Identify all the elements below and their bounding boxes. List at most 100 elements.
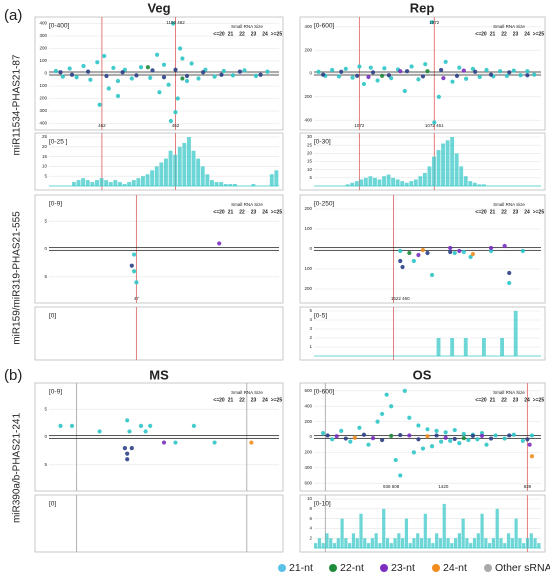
coverage-bar: [431, 543, 435, 548]
site-label: 47: [134, 296, 140, 301]
coverage-bar: [386, 174, 391, 186]
point: [370, 70, 376, 75]
coverage-bar: [233, 184, 237, 186]
point: [488, 248, 494, 254]
point: [452, 427, 457, 433]
size-legend-title: Small RNA Size: [493, 390, 525, 395]
point: [416, 423, 421, 428]
coverage-bar: [472, 182, 477, 186]
point: [242, 68, 247, 73]
point: [409, 64, 414, 69]
point: [461, 68, 466, 73]
point: [511, 68, 516, 73]
point: [470, 433, 475, 438]
range-label: [0-10]: [314, 501, 331, 508]
point: [161, 75, 167, 80]
point: [389, 433, 394, 438]
coverage-bar: [413, 179, 418, 186]
site-label: 462: [172, 123, 180, 128]
point: [502, 243, 507, 249]
coverage-bar: [359, 179, 364, 186]
point: [432, 120, 437, 125]
point: [366, 442, 371, 447]
point: [420, 446, 426, 451]
point: [470, 251, 475, 257]
size-legend-label: <=20: [475, 31, 487, 37]
coverage-bar: [332, 543, 337, 548]
point: [320, 72, 326, 77]
coverage-bar: [344, 538, 348, 548]
point: [466, 437, 471, 443]
y-tick-label: 3: [309, 326, 312, 331]
site-label: 839: [524, 484, 532, 489]
y-tick-label: 200: [304, 206, 312, 211]
size-legend-label: <=20: [213, 31, 225, 37]
panel-frame: [299, 306, 546, 361]
point: [384, 392, 389, 397]
legend-label: 24-nt: [443, 562, 467, 574]
point: [189, 61, 194, 66]
point: [104, 73, 109, 79]
point: [493, 433, 498, 438]
point: [348, 439, 353, 444]
y-tick-label: 0: [44, 434, 47, 439]
y-tick-label: 5: [309, 308, 312, 313]
column-title: OS: [413, 367, 432, 382]
point: [393, 457, 398, 463]
point: [416, 437, 421, 442]
coverage-bar: [370, 538, 374, 548]
size-legend-label: 23: [251, 209, 257, 215]
size-legend-label: >=25: [533, 397, 545, 403]
range-label: [0]: [49, 313, 56, 320]
point: [527, 442, 532, 447]
coverage-bar: [506, 533, 511, 548]
y-tick-label: 200: [39, 46, 47, 51]
y-tick-label: 5: [44, 218, 47, 223]
y-tick-label: 0: [309, 71, 312, 76]
y-tick-label: 25: [42, 134, 48, 139]
panel-frame: [34, 306, 284, 361]
point: [111, 65, 116, 70]
point: [221, 68, 226, 74]
point: [316, 69, 321, 74]
coverage-bar: [409, 181, 414, 186]
coverage-bar: [522, 543, 526, 548]
point: [132, 269, 137, 274]
coverage-bar: [191, 150, 196, 186]
point: [97, 102, 102, 107]
point: [60, 74, 65, 79]
point: [132, 252, 137, 257]
y-tick-label: 200: [304, 94, 312, 99]
coverage-bar: [173, 154, 178, 186]
point: [400, 264, 405, 270]
point: [115, 93, 121, 99]
point: [457, 65, 462, 70]
range-label: [0-5]: [314, 313, 327, 320]
point: [439, 439, 444, 444]
y-tick-label: 100: [304, 266, 312, 271]
coverage-bar: [391, 177, 396, 186]
point: [423, 62, 428, 67]
coverage-bar: [503, 543, 507, 548]
point: [178, 46, 183, 51]
point: [366, 74, 371, 80]
point: [448, 249, 453, 255]
point: [411, 258, 416, 264]
coverage-bar: [122, 184, 127, 186]
site-label: 936 608: [383, 484, 400, 489]
coverage-bar: [488, 543, 492, 548]
legend-label: 23-nt: [391, 562, 415, 574]
coverage-bar: [459, 166, 464, 186]
coverage-bar: [317, 538, 321, 548]
coverage-bar: [99, 178, 104, 186]
point: [175, 96, 180, 101]
y-tick-label: 15: [42, 154, 48, 159]
y-tick-label: 300: [39, 108, 47, 113]
point: [157, 90, 162, 95]
size-legend-title: Small RNA Size: [231, 24, 263, 29]
size-legend-label: <=20: [475, 209, 487, 215]
coverage-bar: [513, 311, 518, 356]
coverage-bar: [427, 166, 432, 186]
coverage-bar: [354, 181, 359, 186]
point: [145, 65, 150, 70]
